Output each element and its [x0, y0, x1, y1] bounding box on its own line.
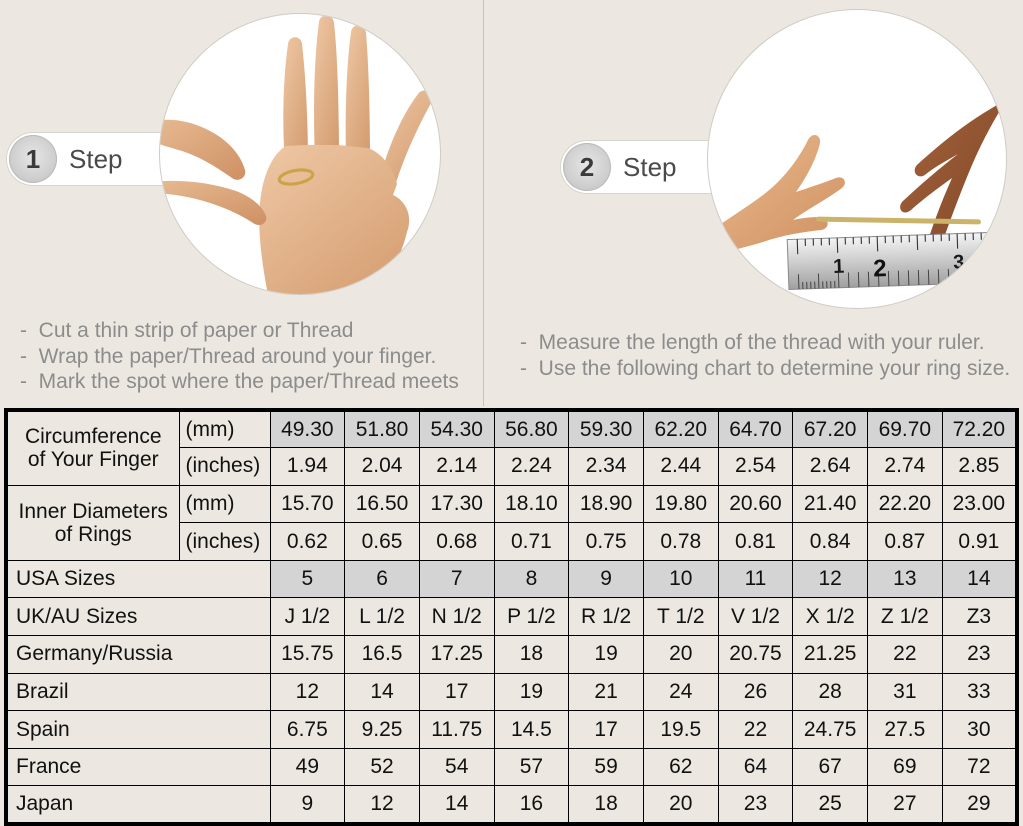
svg-text:3: 3 — [953, 251, 965, 273]
svg-text:1: 1 — [833, 256, 845, 278]
svg-text:2: 2 — [873, 255, 887, 282]
